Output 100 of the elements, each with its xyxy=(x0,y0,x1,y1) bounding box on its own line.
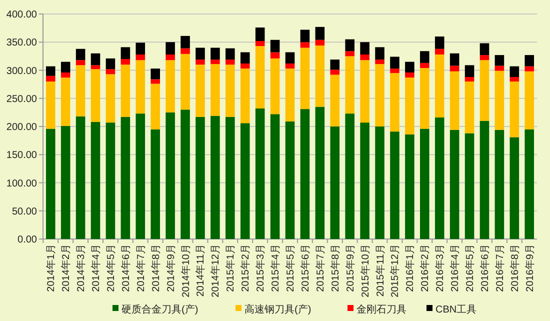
x-tick-label: 2015年3月 xyxy=(254,244,267,292)
bar xyxy=(180,54,190,110)
bar xyxy=(106,122,116,239)
bar xyxy=(285,68,295,122)
bar xyxy=(375,126,384,239)
bar xyxy=(240,52,250,64)
bar xyxy=(76,116,86,239)
x-tick-label: 2014年2月 xyxy=(60,244,72,292)
bar xyxy=(510,82,520,138)
legend-label: 硬质合金刀具(产) xyxy=(122,304,198,316)
bar xyxy=(405,134,414,239)
bar xyxy=(480,43,490,56)
x-tick-label: 2015年12月 xyxy=(389,244,402,298)
bar xyxy=(315,106,325,239)
bar xyxy=(390,73,400,132)
bar xyxy=(180,36,190,48)
bar xyxy=(450,53,460,66)
bar xyxy=(345,56,354,114)
bar xyxy=(420,128,430,239)
bar xyxy=(226,64,235,117)
bar xyxy=(76,65,86,116)
bar xyxy=(405,72,414,78)
bar xyxy=(375,47,384,60)
x-tick-label: 2014年7月 xyxy=(134,244,147,292)
bar xyxy=(210,64,220,116)
bar xyxy=(136,54,146,60)
bar xyxy=(166,112,175,239)
bar xyxy=(375,60,384,64)
bar xyxy=(524,71,534,130)
bar xyxy=(120,64,130,117)
bar xyxy=(450,66,460,72)
x-tick-label: 2014年12月 xyxy=(210,244,222,298)
x-tick-label: 2016年3月 xyxy=(434,244,446,292)
x-tick-label: 2015年7月 xyxy=(314,244,326,292)
bar xyxy=(464,82,474,134)
x-tick-label: 2016年4月 xyxy=(449,244,462,292)
bar xyxy=(90,65,100,70)
x-tick-label: 2015年2月 xyxy=(240,244,252,292)
bar xyxy=(120,116,130,239)
x-tick-label: 2015年1月 xyxy=(224,244,237,292)
y-tick-label: 50.00 xyxy=(12,206,38,218)
y-tick-label: 250.00 xyxy=(6,94,38,105)
bar xyxy=(120,47,130,59)
bar xyxy=(330,70,340,75)
y-tick-label: 150.00 xyxy=(6,150,38,162)
bar xyxy=(255,41,265,46)
bar xyxy=(136,114,146,239)
y-tick-label: 200.00 xyxy=(6,122,38,133)
bar xyxy=(60,62,70,72)
bar xyxy=(196,48,205,60)
bar xyxy=(524,129,534,239)
bar xyxy=(46,128,56,239)
bar xyxy=(106,69,116,74)
bar xyxy=(240,68,250,124)
bar xyxy=(480,60,490,121)
bar xyxy=(434,118,444,239)
bar xyxy=(315,26,325,40)
bar xyxy=(345,39,354,52)
bar xyxy=(510,77,520,82)
bar xyxy=(166,54,175,60)
bar xyxy=(210,60,220,64)
bar xyxy=(60,126,70,239)
x-tick-label: 2015年8月 xyxy=(329,244,342,292)
bar xyxy=(360,42,370,54)
bar xyxy=(375,64,384,126)
bar xyxy=(150,79,160,84)
x-tick-label: 2014年3月 xyxy=(75,244,88,292)
y-tick-label: 0.00 xyxy=(18,234,38,246)
bar xyxy=(136,42,146,54)
bar xyxy=(494,70,504,130)
bar xyxy=(360,60,370,123)
x-tick-label: 2015年9月 xyxy=(344,244,356,292)
bar xyxy=(166,42,175,54)
bar xyxy=(226,48,235,60)
bar xyxy=(46,66,56,76)
bar xyxy=(330,126,340,239)
bar xyxy=(330,60,340,70)
bar xyxy=(405,78,414,134)
bar xyxy=(434,36,444,49)
bar xyxy=(480,120,490,239)
bar xyxy=(300,48,310,110)
bar xyxy=(390,132,400,239)
bar xyxy=(120,59,130,65)
bar xyxy=(240,64,250,69)
x-tick-label: 2016年9月 xyxy=(524,244,536,292)
bar xyxy=(90,69,100,122)
bar xyxy=(390,56,400,69)
bar xyxy=(315,46,325,107)
bar xyxy=(300,109,310,239)
bar xyxy=(434,48,444,54)
bar xyxy=(180,110,190,239)
bar xyxy=(330,74,340,126)
x-tick-label: 2016年5月 xyxy=(464,244,476,292)
bar xyxy=(196,116,205,239)
bar xyxy=(524,66,534,72)
bar xyxy=(226,60,235,65)
bar xyxy=(166,60,175,112)
x-tick-label: 2015年6月 xyxy=(299,244,312,292)
x-tick-label: 2016年2月 xyxy=(419,244,432,292)
bar xyxy=(420,62,430,68)
